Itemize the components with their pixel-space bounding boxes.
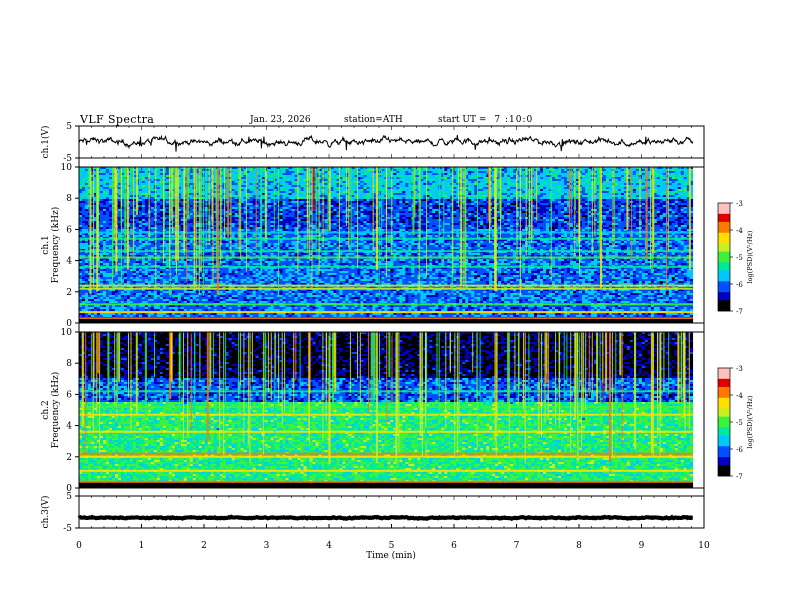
ch3-ylabel-0: ch.3(V) xyxy=(40,496,51,529)
x-tick-label-2: 2 xyxy=(201,541,207,551)
ch3-ytick-label-1: -5 xyxy=(63,524,72,534)
ch2-spectrogram-ylabel-0: ch.2 xyxy=(41,400,51,419)
ch2-spectrogram-line-4 xyxy=(79,431,693,433)
ch2-spectrogram-line-5 xyxy=(79,414,693,416)
ch3-trace xyxy=(79,517,693,519)
x-tick-label-9: 9 xyxy=(639,541,645,551)
x-tick-label-6: 6 xyxy=(451,541,457,551)
ch2-spectrogram-cb-tick-label-2: -5 xyxy=(736,419,743,427)
ch3-axes: 5 -5 ch.3(V) xyxy=(40,492,704,534)
ch2-spectrogram-ytick-label-2: 4 xyxy=(66,422,72,432)
ch1-spectrogram-line-1 xyxy=(79,311,693,313)
ch1-spectrogram-ytick-label-5: 10 xyxy=(61,163,73,173)
ch1-spectrogram-line-3 xyxy=(79,288,693,290)
ch1-spectrogram-line-2 xyxy=(79,303,693,305)
x-axis-label: Time (min) xyxy=(366,550,416,561)
ch2-spectrogram-cb-label: log(PSD)(V²/Hz) xyxy=(746,395,754,448)
x-tick-label-0: 0 xyxy=(76,541,82,551)
x-tick-label-4: 4 xyxy=(326,541,332,551)
ch2-spectrogram-cb-tick-label-4: -7 xyxy=(736,473,743,481)
x-tick-label-5: 5 xyxy=(389,541,395,551)
x-tick-label-1: 1 xyxy=(139,541,145,551)
x-tick-label-10: 10 xyxy=(698,541,710,551)
ch2-spectrogram-ytick-label-3: 6 xyxy=(66,390,72,400)
ch2-spectrogram-colorbar: -3 -4 -5 -6 -7 log(PSD)(V²/Hz) xyxy=(718,365,754,481)
ch1-spectrogram-cb-tick-label-4: -7 xyxy=(736,308,743,316)
ch1-spectrogram-cb-tick-label-2: -5 xyxy=(736,254,743,262)
ch3-series xyxy=(79,517,693,519)
ch1-ytick-label-0: 5 xyxy=(66,122,72,132)
x-axis: 0 1 2 3 4 5 6 7 8 9 10 Time (min) xyxy=(76,524,710,561)
ch2-spectrogram-cb-tick-label-3: -6 xyxy=(736,446,743,454)
ch2-spectrogram-cb-tick-label-1: -4 xyxy=(736,392,743,400)
ch1-spectrogram-cb-tick-label-0: -3 xyxy=(736,200,743,208)
colorbars: -3 -4 -5 -6 -7 log(PSD)(V²/Hz) -3 -4 -5 -6 -7 log(P… xyxy=(718,200,754,481)
ch2-spectrogram-ytick-label-1: 2 xyxy=(66,453,72,463)
x-tick-label-7: 7 xyxy=(514,541,520,551)
ch2-spectrogram-heatmap xyxy=(79,332,693,488)
ch1-spectrogram-heatmap xyxy=(79,167,693,323)
ch1-spectrogram-ytick-label-1: 2 xyxy=(66,288,72,298)
ch2-spectrogram-line-2 xyxy=(79,456,693,458)
ch1-spectrogram-ylabel-0: ch.1 xyxy=(41,235,51,254)
ch1-spectrogram-cb-label: log(PSD)(V²/Hz) xyxy=(746,230,754,283)
ch1-spectrogram-ytick-label-4: 8 xyxy=(66,194,72,204)
ch1-series xyxy=(79,135,693,152)
ch2-spectrogram-line-1 xyxy=(79,470,693,472)
ch2-spectrogram-line-3 xyxy=(79,453,693,455)
ch1-ylabel-0: ch.1(V) xyxy=(40,126,51,159)
ch1-spectrogram-ylabel-1: Frequency (kHz) xyxy=(50,207,61,284)
ch1-spectrogram-ytick-label-3: 6 xyxy=(66,225,72,235)
ch2-spectrogram-ytick-label-4: 8 xyxy=(66,359,72,369)
ch2-spectrogram-ylabel-1: Frequency (kHz) xyxy=(50,372,61,449)
ch3-ytick-label-0: 5 xyxy=(66,492,72,502)
ch1-spectrogram-colorbar: -3 -4 -5 -6 -7 log(PSD)(V²/Hz) xyxy=(718,200,754,316)
x-tick-label-8: 8 xyxy=(576,541,582,551)
ch1-spectrogram-ytick-label-2: 4 xyxy=(66,257,72,267)
ch1-spectrogram-cb-tick-label-1: -4 xyxy=(736,227,743,235)
x-tick-label-3: 3 xyxy=(264,541,270,551)
ch2-spectrogram-line-0 xyxy=(79,481,693,483)
ch2-spectrogram-cb-tick-label-0: -3 xyxy=(736,365,743,373)
panels xyxy=(79,135,693,519)
ch1-trace xyxy=(79,135,693,152)
ch1-spectrogram-cb-tick-label-3: -6 xyxy=(736,281,743,289)
ch2-spectrogram-ytick-label-5: 10 xyxy=(61,328,73,338)
ch2-spectrogram-line-6 xyxy=(79,406,693,408)
